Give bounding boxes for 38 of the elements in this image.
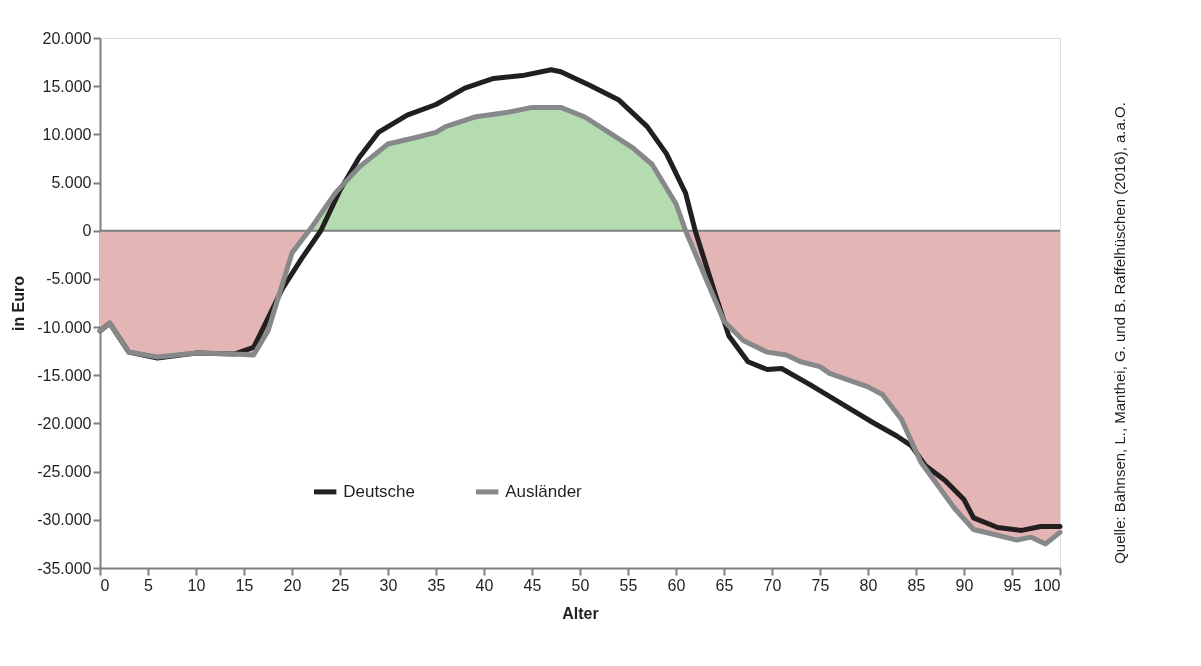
y-tick-label: -35.000 xyxy=(37,559,92,577)
x-tick-label: 40 xyxy=(475,576,494,594)
source-note: Quelle: Bahnsen, L., Manthei, G. und B. Raffelhüschen (2016), a.a.O. xyxy=(1111,102,1128,564)
y-tick-label: -25.000 xyxy=(37,463,92,481)
x-tick-label: 0 xyxy=(100,576,110,594)
y-tick-label: 20.000 xyxy=(42,29,92,47)
x-tick-label: 90 xyxy=(955,576,974,594)
x-tick-label: 95 xyxy=(1003,576,1022,594)
y-tick-label: -20.000 xyxy=(37,414,92,432)
x-tick-label: 65 xyxy=(715,576,734,594)
y-tick-label: 5.000 xyxy=(51,174,92,192)
x-tick-label: 80 xyxy=(859,576,878,594)
x-axis-title: Alter xyxy=(562,604,599,622)
x-tick-label: 10 xyxy=(187,576,206,594)
x-tick-label: 25 xyxy=(331,576,350,594)
x-tick-label: 70 xyxy=(763,576,782,594)
x-tick-label: 45 xyxy=(523,576,542,594)
x-tick-label: 50 xyxy=(571,576,590,594)
x-tick-label: 15 xyxy=(235,576,254,594)
x-tick-label: 30 xyxy=(379,576,398,594)
x-tick-label: 20 xyxy=(283,576,302,594)
y-tick-label: -5.000 xyxy=(46,270,92,288)
y-tick-label: 15.000 xyxy=(42,77,92,95)
y-tick-label: -30.000 xyxy=(37,511,92,529)
y-tick-label: 10.000 xyxy=(42,125,92,143)
x-tick-label: 60 xyxy=(667,576,686,594)
legend-label: Deutsche xyxy=(343,481,416,501)
x-tick-label: 35 xyxy=(427,576,446,594)
x-tick-label: 85 xyxy=(907,576,926,594)
x-tick-label: 5 xyxy=(144,576,154,594)
y-tick-label: -10.000 xyxy=(37,318,92,336)
y-tick-label: -15.000 xyxy=(37,366,92,384)
y-tick-label: 0 xyxy=(82,222,92,240)
x-tick-label: 75 xyxy=(811,576,830,594)
x-tick-label: 100 xyxy=(1033,576,1061,594)
y-axis-title: in Euro xyxy=(10,275,28,332)
x-tick-label: 55 xyxy=(619,576,638,594)
legend-label: Ausländer xyxy=(505,481,583,501)
